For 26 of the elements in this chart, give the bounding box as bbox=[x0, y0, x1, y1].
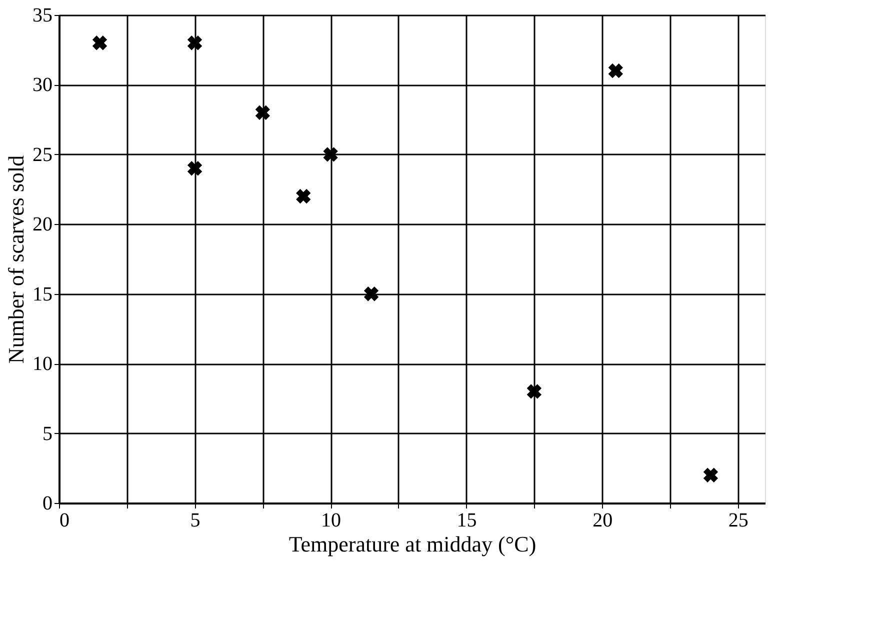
y-tick-label: 0 bbox=[42, 492, 52, 514]
point bbox=[364, 286, 379, 302]
x-tick-label: 10 bbox=[321, 510, 342, 532]
point bbox=[608, 63, 623, 78]
point bbox=[323, 147, 338, 162]
x-tick-label: 0 bbox=[60, 510, 70, 532]
x-tick-label: 5 bbox=[190, 510, 200, 532]
y-tick-label: 15 bbox=[32, 283, 52, 306]
y-tick-label: 20 bbox=[32, 214, 52, 236]
y-axis-title: Number of scarves sold bbox=[4, 155, 28, 364]
point bbox=[92, 36, 108, 50]
y-tick-label: 5 bbox=[42, 422, 52, 445]
x-axis-title: Temperature at midday (°C) bbox=[288, 532, 536, 556]
x-tick-label: 25 bbox=[728, 510, 748, 532]
y-tick-label: 30 bbox=[32, 74, 52, 96]
y-tick-label: 10 bbox=[32, 353, 52, 376]
point bbox=[296, 188, 311, 204]
point bbox=[187, 36, 202, 50]
point bbox=[187, 161, 202, 176]
x-tick-label: 20 bbox=[592, 510, 613, 532]
point bbox=[255, 105, 270, 120]
y-tick-label: 35 bbox=[32, 4, 52, 26]
point bbox=[703, 468, 718, 482]
point bbox=[526, 384, 542, 399]
x-tick-label: 15 bbox=[456, 510, 477, 532]
y-tick-label: 25 bbox=[32, 144, 52, 166]
